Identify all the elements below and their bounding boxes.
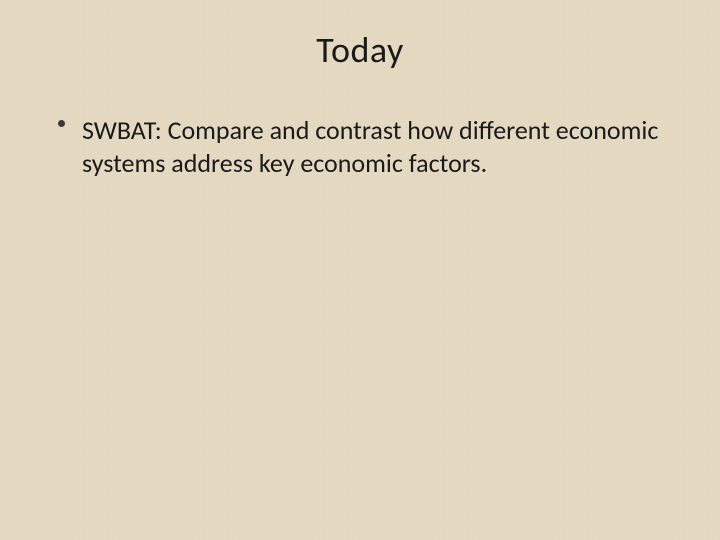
- slide: Today SWBAT: Compare and contrast how di…: [0, 0, 720, 540]
- slide-body: SWBAT: Compare and contrast how differen…: [48, 114, 672, 179]
- list-item: SWBAT: Compare and contrast how differen…: [58, 114, 672, 179]
- bullet-text: SWBAT: Compare and contrast how differen…: [82, 114, 672, 179]
- bullet-icon: [58, 120, 82, 127]
- slide-title: Today: [48, 28, 672, 72]
